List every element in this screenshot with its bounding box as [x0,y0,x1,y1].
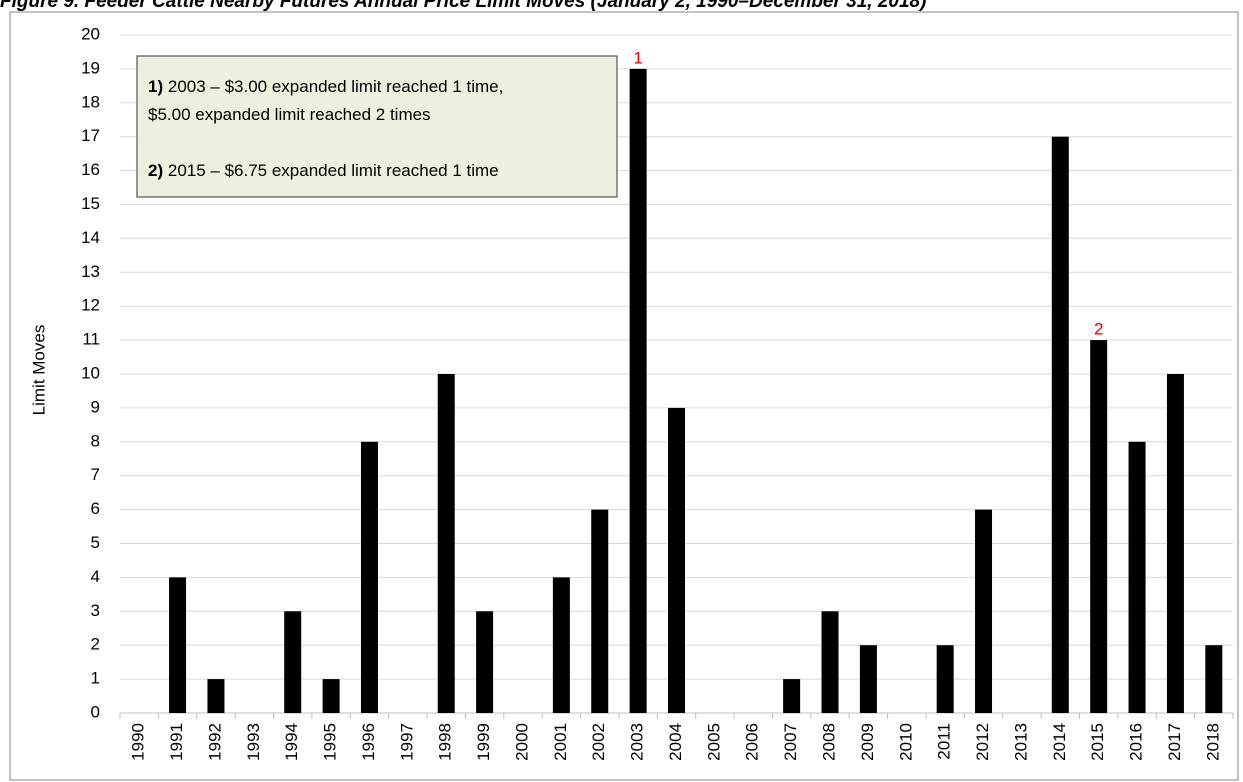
x-tick-label: 1998 [436,723,455,761]
y-tick-label: 0 [91,702,100,721]
bar [591,509,609,713]
bar [360,441,378,713]
bar [437,374,455,713]
annotation-marker: 1 [633,48,642,67]
y-tick-label: 17 [81,126,100,145]
bar [1051,136,1069,713]
x-tick-label: 2006 [743,723,762,761]
y-tick-label: 16 [81,160,100,179]
y-tick-label: 14 [81,228,100,247]
bar [629,68,647,713]
x-tick-label: 2003 [628,723,647,761]
x-tick-label: 2011 [935,723,954,760]
bar [284,611,302,713]
x-tick-label: 1997 [397,723,416,761]
x-tick-label: 2000 [512,723,531,761]
bar [322,679,340,713]
note-box: 1) 2003 – $3.00 expanded limit reached 1… [136,55,618,198]
x-tick-label: 1995 [321,723,340,761]
x-tick-label: 2001 [551,723,570,761]
y-tick-label: 15 [81,194,100,213]
note-line: 1) 2003 – $3.00 expanded limit reached 1… [148,77,503,96]
bar [859,645,877,713]
x-tick-label: 2018 [1203,723,1222,761]
x-tick-label: 1994 [282,723,301,761]
x-tick-label: 2009 [858,723,877,761]
bar [783,679,801,713]
x-tick-label: 2004 [666,723,685,761]
bar [821,611,839,713]
y-tick-label: 19 [81,58,100,77]
chart-title: Figure 9. Feeder Cattle Nearby Futures A… [0,0,926,12]
x-tick-label: 2002 [589,723,608,761]
y-tick-label: 6 [91,499,100,518]
y-tick-label: 20 [81,24,100,43]
y-tick-label: 11 [82,330,100,349]
y-tick-label: 7 [91,465,100,484]
x-tick-label: 2007 [781,723,800,761]
x-tick-label: 2005 [704,723,723,761]
y-axis-label: Limit Moves [29,325,48,416]
x-tick-label: 1990 [129,723,148,761]
bar [1205,645,1223,713]
x-tick-label: 1993 [244,723,263,761]
y-tick-label: 5 [91,533,100,552]
note-line: 2) 2015 – $6.75 expanded limit reached 1… [148,161,499,180]
note-line: $5.00 expanded limit reached 2 times [148,105,431,124]
x-tick-label: 2008 [820,723,839,761]
note-text: $5.00 expanded limit reached 2 times [148,105,431,124]
x-tick-label: 2014 [1050,723,1069,761]
x-tick-label: 2012 [973,723,992,761]
bar [207,679,225,713]
x-tick-label: 1999 [474,723,493,761]
y-tick-label: 4 [91,567,100,586]
x-tick-label: 1992 [205,723,224,761]
bar [1090,340,1108,713]
bar [552,577,570,713]
bar [936,645,954,713]
y-tick-label: 13 [81,262,100,281]
note-text: 2003 – $3.00 expanded limit reached 1 ti… [168,77,504,96]
bar [169,577,187,713]
bar [1166,374,1184,713]
x-tick-label: 2017 [1165,723,1184,761]
note-marker: 2) [148,161,163,180]
bar [1128,441,1146,713]
note-background [136,55,618,198]
y-tick-label: 3 [91,601,100,620]
x-tick-label: 1996 [359,723,378,761]
y-tick-label: 12 [81,296,100,315]
y-tick-label: 18 [81,92,100,111]
x-tick-label: 2010 [896,723,915,761]
x-tick-label: 2015 [1088,723,1107,761]
y-tick-label: 8 [91,431,100,450]
y-tick-label: 2 [91,635,100,654]
bar [975,509,993,713]
note-marker: 1) [148,77,163,96]
y-tick-label: 9 [91,397,100,416]
chart-frame [9,11,1239,781]
bar [476,611,494,713]
note-text: 2015 – $6.75 expanded limit reached 1 ti… [168,161,499,180]
bar [668,407,685,713]
x-tick-label: 1991 [167,723,186,761]
y-tick-label: 10 [81,363,100,382]
x-tick-label: 2013 [1011,723,1030,761]
title-backdrop [0,0,1243,11]
x-tick-label: 2016 [1127,723,1146,761]
y-tick-label: 1 [91,669,100,688]
annotation-marker: 2 [1094,320,1103,339]
